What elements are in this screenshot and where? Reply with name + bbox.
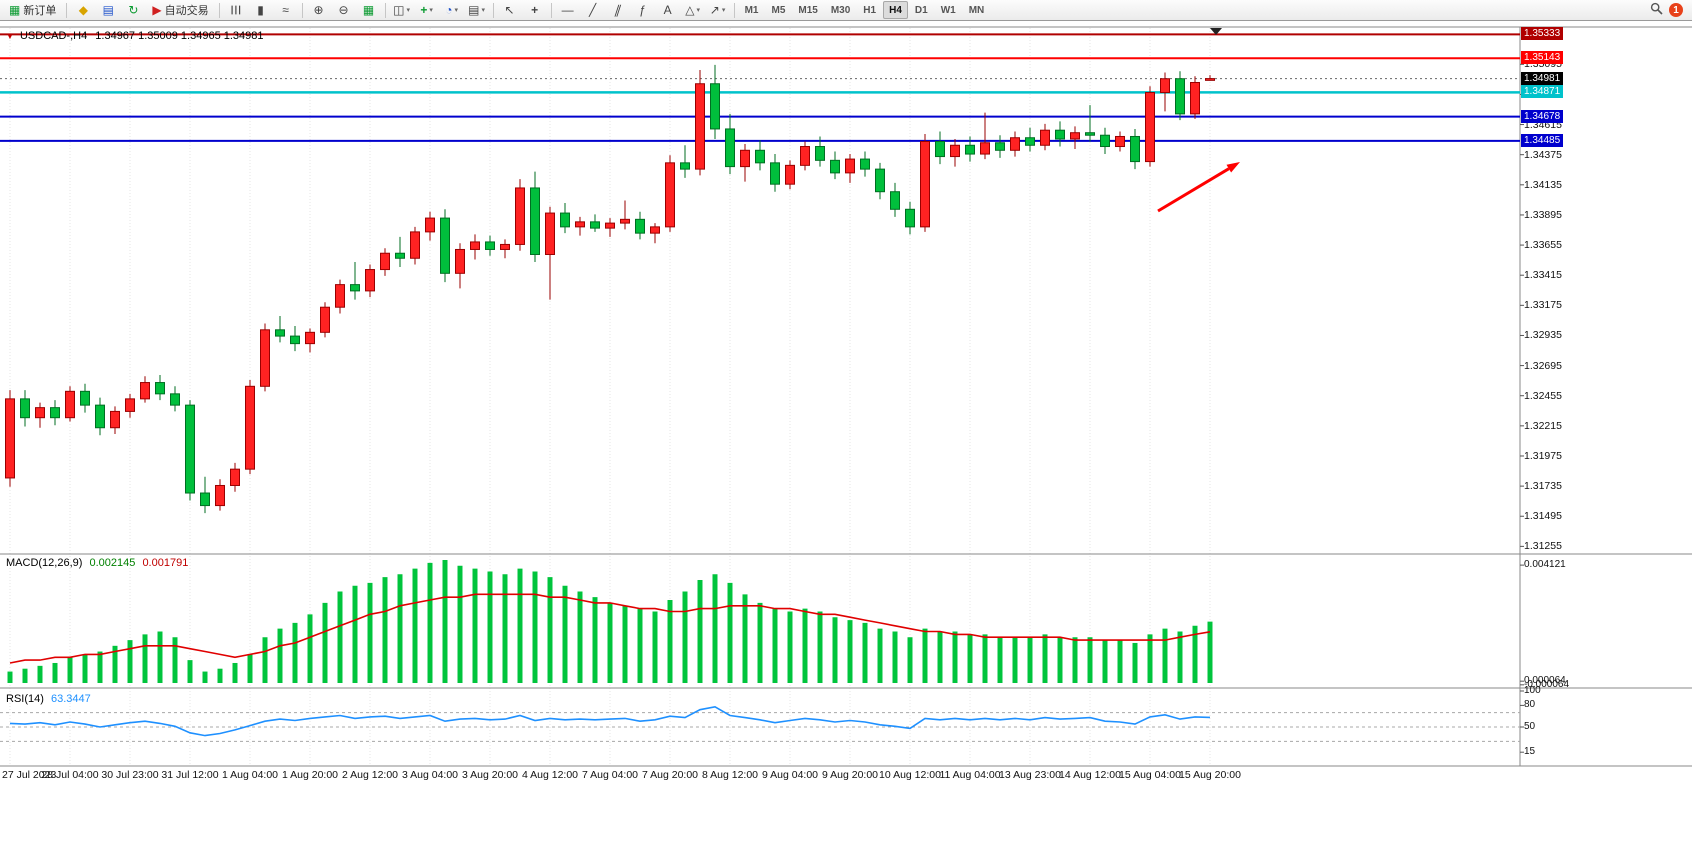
- search-button[interactable]: [1644, 0, 1668, 20]
- zoom-in-icon: ⊕: [313, 3, 324, 17]
- toolbar-separator: [492, 2, 494, 18]
- market-watch-icon: ◆: [78, 3, 88, 17]
- rsi-label: RSI(14): [6, 693, 44, 705]
- timeframe-h4[interactable]: H4: [883, 1, 908, 19]
- candlestick-chart-icon: ▮: [257, 3, 264, 17]
- chevron-down-icon: ▾: [454, 7, 458, 14]
- trendline-tool-button[interactable]: ╱: [581, 0, 605, 20]
- chevron-down-icon: ▾: [429, 7, 433, 14]
- tile-windows-button[interactable]: ▦: [357, 0, 381, 20]
- arrow-annotation[interactable]: [1157, 162, 1240, 213]
- chart-canvas[interactable]: [0, 21, 1692, 850]
- data-window-icon: ▤: [102, 3, 115, 17]
- new-chart-button[interactable]: ◫ ▾: [390, 0, 414, 20]
- candlestick-chart-button[interactable]: ▮: [249, 0, 273, 20]
- panel-borders: [0, 26, 1692, 767]
- zoom-out-icon: ⊖: [338, 3, 349, 17]
- horizontal-line-icon: —: [561, 3, 574, 17]
- cursor-button[interactable]: ↖: [498, 0, 522, 20]
- channel-tool-button[interactable]: ∥: [606, 0, 630, 20]
- chart-title: ▼ USDCAD-,H4 1.34967 1.35009 1.34965 1.3…: [6, 30, 264, 42]
- market-watch-button[interactable]: ◆: [71, 0, 95, 20]
- toolbar-separator: [66, 2, 68, 18]
- cursor-icon: ↖: [504, 3, 515, 17]
- indicators-button[interactable]: + ▾: [415, 0, 439, 20]
- periods-button[interactable]: ◔ ▾: [440, 0, 464, 20]
- macd-main-value: 0.002145: [89, 557, 136, 569]
- candles-layer: [5, 28, 1222, 514]
- indicators-icon: +: [420, 3, 428, 17]
- toolbar-separator: [550, 2, 552, 18]
- arrow-tool-icon: ↗: [709, 3, 720, 17]
- timeframe-m5[interactable]: M5: [771, 4, 786, 16]
- auto-trading-label: 自动交易: [164, 5, 209, 17]
- timeframe-m15[interactable]: M15: [798, 4, 818, 16]
- rsi-layer: [0, 705, 1520, 742]
- rsi-value: 63.3447: [50, 693, 91, 705]
- line-chart-icon: ≈: [282, 3, 289, 17]
- horizontal-lines[interactable]: [0, 33, 1520, 142]
- new-chart-icon: ◫: [393, 3, 405, 17]
- text-tool-button[interactable]: A: [656, 0, 680, 20]
- chevron-down-icon: ▾: [721, 7, 726, 14]
- trendline-icon: ╱: [588, 3, 597, 17]
- zoom-in-button[interactable]: ⊕: [307, 0, 331, 20]
- chart-symbol-icon: ▼: [6, 32, 14, 41]
- timeframe-d1[interactable]: D1: [914, 4, 928, 16]
- shapes-tool-button[interactable]: △ ▾: [681, 0, 705, 20]
- bar-chart-button[interactable]: ☰: [224, 0, 248, 20]
- refresh-icon: ↻: [128, 3, 139, 17]
- toolbar-separator: [733, 2, 735, 18]
- timeframe-m30[interactable]: M30: [830, 4, 851, 16]
- notification-badge[interactable]: 1: [1669, 3, 1683, 17]
- auto-trading-icon: ▶: [152, 3, 162, 17]
- new-order-label: 新订单: [23, 5, 57, 17]
- zoom-out-button[interactable]: ⊖: [332, 0, 356, 20]
- timeframe-m1[interactable]: M1: [744, 4, 759, 16]
- new-order-icon: ▦: [9, 3, 21, 17]
- macd-signal-value: 0.001791: [142, 557, 189, 569]
- shapes-icon: △: [685, 3, 695, 17]
- template-icon: ▤: [468, 3, 480, 17]
- chevron-down-icon: ▾: [696, 7, 700, 14]
- timeframe-w1[interactable]: W1: [940, 4, 956, 16]
- arrows-tool-button[interactable]: ↗ ▾: [706, 0, 730, 20]
- auto-trading-button[interactable]: ▶ 自动交易: [146, 0, 214, 20]
- bar-chart-icon: ☰: [228, 4, 243, 16]
- tile-windows-icon: ▦: [362, 3, 375, 17]
- macd-label: MACD(12,26,9): [6, 557, 83, 569]
- templates-button[interactable]: ▤ ▾: [465, 0, 489, 20]
- line-chart-button[interactable]: ≈: [274, 0, 298, 20]
- macd-title: MACD(12,26,9) 0.002145 0.001791: [6, 557, 188, 569]
- crosshair-button[interactable]: +: [523, 0, 547, 20]
- toolbar-separator: [301, 2, 303, 18]
- channel-icon: ∥: [612, 3, 623, 17]
- main-toolbar: ▦ 新订单 ◆ ▤ ↻ ▶ 自动交易 ☰ ▮ ≈ ⊕ ⊖ ▦ ◫ ▾ + ▾ ◔ ▾ …: [0, 0, 1692, 21]
- symbol-text: USDCAD-,H4: [19, 30, 88, 42]
- macd-layer: [7, 560, 1213, 683]
- data-window-button[interactable]: ▤: [96, 0, 120, 20]
- timeframe-h1[interactable]: H1: [863, 4, 877, 16]
- text-tool-icon: A: [663, 3, 672, 17]
- toolbar-separator: [384, 2, 386, 18]
- rsi-title: RSI(14) 63.3447: [6, 693, 91, 705]
- toolbar-separator: [218, 2, 220, 18]
- fibonacci-tool-button[interactable]: ƒ: [631, 0, 655, 20]
- clock-icon: ◔: [445, 3, 453, 17]
- fibonacci-icon: ƒ: [639, 3, 646, 17]
- chart-window[interactable]: 1.35095 1.34855 1.34615 1.34375 1.34135 1.338…: [0, 21, 1692, 850]
- crosshair-icon: +: [531, 3, 539, 17]
- new-order-button[interactable]: ▦ 新订单: [3, 0, 62, 20]
- horizontal-line-tool-button[interactable]: —: [556, 0, 580, 20]
- timeframe-mn[interactable]: MN: [968, 4, 985, 16]
- refresh-button[interactable]: ↻: [121, 0, 145, 20]
- ohlc-text: 1.34967 1.35009 1.34965 1.34981: [95, 30, 264, 42]
- chevron-down-icon: ▾: [481, 7, 485, 14]
- chevron-down-icon: ▾: [406, 7, 410, 14]
- search-icon: [1650, 2, 1663, 18]
